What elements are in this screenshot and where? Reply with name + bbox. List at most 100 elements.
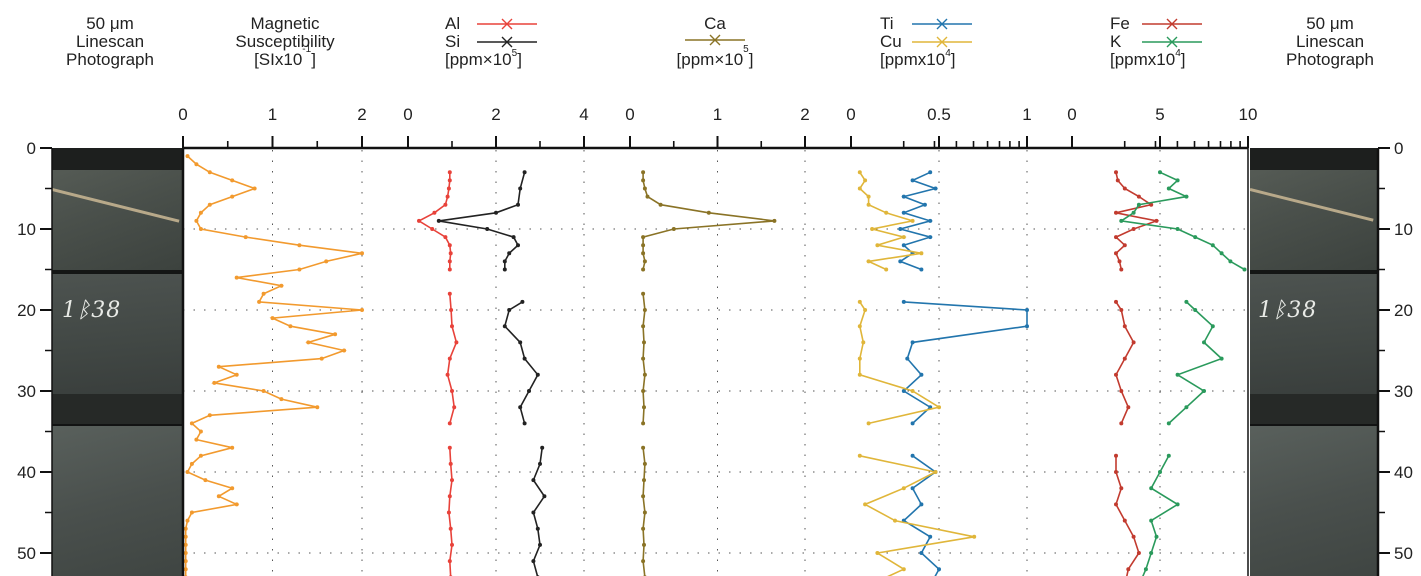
series-line-fe	[1115, 301, 1135, 424]
alsi-legend: Al Si [ppm×10 5]	[445, 15, 537, 69]
data-point	[1149, 551, 1154, 555]
data-point	[641, 178, 646, 183]
data-point	[1184, 405, 1189, 410]
legend-item-si: Si	[445, 33, 537, 51]
mag-unit-base: [SIx10	[254, 50, 303, 69]
data-point	[185, 518, 190, 523]
x-tick-label-ca: 2	[800, 105, 809, 124]
right-core-photograph: 1ᛒ38	[1250, 148, 1377, 576]
series-line-cu	[859, 455, 975, 576]
data-point	[642, 405, 646, 410]
series-line-k	[1168, 301, 1224, 424]
legend-item-al: Al	[445, 15, 537, 33]
y-tick-label-right: 0	[1394, 139, 1403, 158]
data-point	[447, 421, 452, 426]
data-point	[447, 494, 452, 499]
right-photo-header-line2: Linescan	[1295, 32, 1365, 51]
x-tick-label-fek: 5	[1155, 105, 1164, 124]
data-point	[1119, 389, 1124, 393]
right-photo-header-line1: 50 μm	[1306, 14, 1354, 33]
data-point	[642, 461, 647, 466]
data-point	[447, 559, 452, 564]
data-point	[857, 453, 862, 458]
series-line-magnetic-susceptibility	[184, 155, 363, 576]
data-point	[1166, 453, 1171, 458]
data-point	[1119, 308, 1124, 312]
ca-unit-tail: ]	[748, 50, 754, 69]
data-point	[297, 267, 302, 272]
y-tick-label-right: 30	[1394, 382, 1413, 401]
data-point	[901, 389, 906, 393]
data-point	[857, 324, 862, 329]
data-point	[538, 542, 542, 547]
x-tick-label-ca: 1	[713, 105, 722, 124]
data-point	[189, 510, 194, 515]
data-point	[1122, 518, 1127, 523]
legend-marker-ca	[685, 34, 745, 46]
fek-unit-base: [ppmx10	[1110, 50, 1176, 69]
x-tick-label-alsi: 4	[579, 105, 588, 124]
data-point	[234, 502, 239, 507]
data-point	[857, 186, 862, 191]
data-point	[360, 308, 364, 312]
data-point	[507, 308, 512, 312]
data-point	[642, 340, 646, 345]
data-point	[1114, 502, 1118, 507]
data-point	[252, 186, 257, 191]
legend-marker-al	[477, 18, 537, 30]
data-point	[1149, 518, 1154, 523]
data-point	[901, 567, 906, 572]
data-point	[189, 461, 194, 466]
data-point	[642, 372, 647, 377]
data-point	[1126, 567, 1131, 572]
legend-marker-k	[1142, 36, 1202, 48]
series-line-si	[503, 301, 539, 424]
data-point	[866, 194, 871, 199]
legend-marker-fe	[1142, 18, 1202, 30]
data-point	[642, 478, 646, 483]
data-point	[198, 453, 203, 458]
data-point	[297, 243, 302, 248]
data-point	[642, 259, 647, 264]
data-point	[183, 526, 188, 531]
data-point	[446, 186, 451, 191]
series-line-fe	[1115, 455, 1140, 576]
data-point	[430, 227, 435, 231]
data-point	[910, 453, 915, 458]
data-point	[641, 356, 646, 361]
data-point	[1219, 251, 1224, 256]
data-point	[447, 178, 452, 183]
data-point	[522, 356, 527, 361]
data-point	[527, 389, 531, 393]
data-point	[1166, 421, 1171, 426]
x-tick-label-alsi: 0	[403, 105, 412, 124]
data-point	[1136, 194, 1141, 199]
data-point	[884, 210, 889, 215]
data-point	[447, 356, 452, 361]
data-point	[432, 210, 437, 215]
data-point	[449, 308, 454, 312]
left-photo-header-line2: Linescan	[75, 32, 145, 51]
data-point	[933, 186, 938, 191]
data-point	[901, 299, 906, 304]
data-point	[1119, 267, 1124, 272]
data-point	[922, 202, 927, 207]
data-point	[230, 178, 235, 183]
data-point	[857, 299, 862, 304]
y-tick-label-left: 40	[17, 463, 36, 482]
data-point	[445, 372, 450, 377]
data-point	[485, 227, 490, 231]
data-point	[901, 194, 906, 199]
data-point	[446, 510, 451, 515]
y-tick-label-left: 30	[17, 382, 36, 401]
data-point	[901, 486, 906, 491]
left-photo-header-line1: 50 μm	[86, 14, 134, 33]
data-point	[1175, 372, 1180, 377]
y-tick-label-right: 20	[1394, 301, 1413, 320]
data-point	[641, 445, 646, 450]
data-point	[1025, 308, 1029, 312]
data-point	[447, 291, 452, 296]
legend-marker-cu	[912, 36, 972, 48]
ca-legend: Ca [ppm×105]	[640, 15, 790, 69]
